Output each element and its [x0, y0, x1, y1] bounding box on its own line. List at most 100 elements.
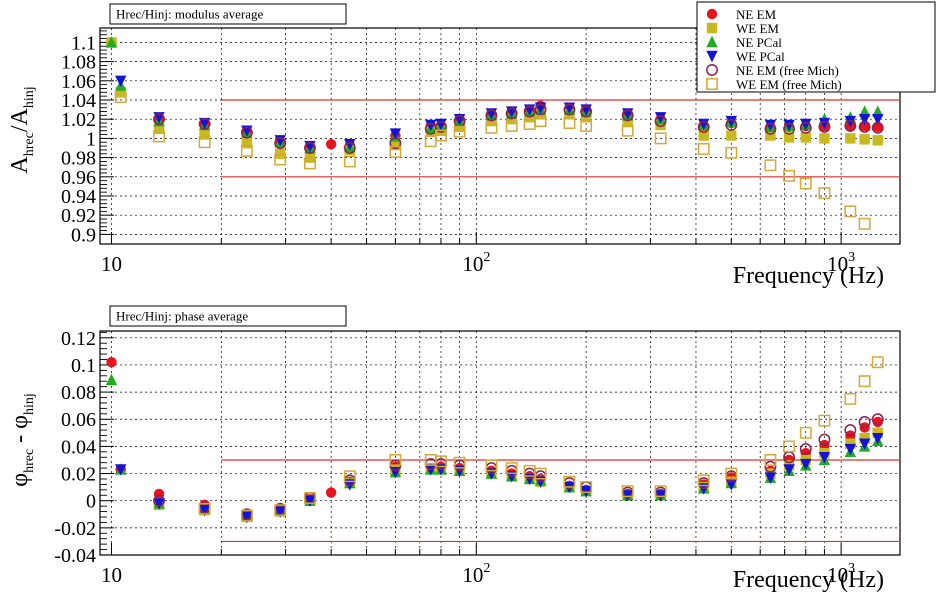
- modulus-plot-frame: [99, 27, 901, 245]
- modulus-point-we-em-free-mich: [563, 117, 576, 129]
- modulus-point-ne-em-free-mich: [435, 120, 447, 133]
- phase-point-we-pcal: [198, 505, 211, 517]
- phase-point-we-em-free-mich: [274, 504, 287, 517]
- modulus-x-axis-label: Frequency (Hz): [733, 263, 884, 289]
- modulus-point-we-em: [726, 130, 737, 141]
- phase-point-we-em-free-mich: [563, 475, 576, 488]
- modulus-point-we-em-free-mich: [389, 145, 402, 158]
- modulus-point-ne-pcal: [105, 36, 118, 48]
- modulus-point-we-em-free-mich: [725, 146, 738, 159]
- modulus-point-we-em-free-mich: [343, 155, 356, 168]
- modulus-point-ne-em-free-mich: [534, 103, 547, 116]
- phase-chart-title: Hrec/Hinj: phase average: [116, 309, 248, 324]
- modulus-point-we-pcal: [274, 135, 286, 147]
- phase-point-we-em-free-mich: [240, 509, 253, 522]
- phase-point-we-em: [845, 438, 856, 449]
- phase-point-we-pcal: [858, 438, 871, 450]
- legend-marker-we-em: [706, 22, 718, 34]
- legend-label-we-em: WE EM: [736, 21, 779, 36]
- legend-box: [696, 1, 936, 93]
- legend-marker-we-em-free-mich: [706, 78, 718, 90]
- modulus-point-we-pcal: [425, 119, 437, 132]
- modulus-point-ne-em-free-mich: [580, 105, 593, 118]
- modulus-point-we-em-free-mich: [580, 119, 593, 132]
- legend-label-ne-em-free-mich: NE EM (free Mich): [736, 63, 839, 78]
- modulus-point-ne-em-free-mich: [505, 107, 518, 120]
- modulus-x-tick-label: 10: [101, 252, 122, 276]
- phase-point-ne-em-free-mich: [799, 443, 812, 456]
- phase-point-we-em-free-mich: [485, 459, 498, 472]
- phase-point-ne-em-free-mich: [858, 416, 871, 428]
- phase-y-tick-label: 0.12: [61, 328, 96, 350]
- phase-x-tick-label: 10: [101, 563, 122, 587]
- modulus-point-we-em: [872, 135, 883, 146]
- modulus-y-tick-label: 1.06: [61, 71, 96, 93]
- phase-point-we-em-free-mich: [435, 455, 447, 468]
- modulus-point-we-em: [783, 132, 795, 143]
- x-tick-exponent: 2: [483, 561, 490, 576]
- modulus-point-ne-em-free-mich: [654, 115, 667, 128]
- modulus-point-we-em-free-mich: [621, 124, 634, 137]
- modulus-chart-title: Hrec/Hinj: modulus average: [116, 7, 264, 22]
- modulus-point-we-em-free-mich: [198, 136, 211, 149]
- modulus-point-we-em: [859, 134, 870, 145]
- modulus-point-we-pcal: [858, 114, 871, 126]
- phase-point-ne-em: [106, 357, 117, 368]
- modulus-point-we-em-free-mich: [435, 129, 447, 142]
- modulus-point-ne-em-free-mich: [389, 137, 402, 150]
- x-tick-base: 10: [827, 252, 848, 276]
- phase-y-label-phi: φ: [7, 473, 33, 487]
- modulus-point-we-pcal: [115, 75, 127, 87]
- phase-point-we-em-free-mich: [783, 440, 796, 453]
- phase-x-axis-label: Frequency (Hz): [733, 567, 884, 593]
- phase-y-tick-label: -0.02: [54, 518, 96, 540]
- modulus-point-ne-em-free-mich: [523, 105, 536, 118]
- modulus-point-we-em-free-mich: [114, 91, 127, 104]
- modulus-y-tick-label: 1.04: [61, 90, 96, 112]
- phase-point-we-pcal: [800, 458, 812, 471]
- modulus-point-we-em-free-mich: [844, 205, 857, 218]
- phase-point-we-pcal: [764, 472, 777, 484]
- phase-y-tick-label: -0.04: [54, 545, 96, 567]
- modulus-point-we-em-free-mich: [654, 132, 667, 145]
- x-tick-exponent: 3: [848, 561, 855, 576]
- modulus-point-we-em: [800, 132, 811, 143]
- legend-label-ne-em: NE EM: [736, 7, 777, 22]
- modulus-point-ne-em-free-mich: [198, 118, 211, 130]
- modulus-point-we-em-free-mich: [153, 130, 165, 143]
- modulus-point-ne-em: [872, 121, 883, 133]
- phase-point-we-em-free-mich: [198, 502, 211, 515]
- modulus-point-we-pcal: [800, 118, 812, 131]
- modulus-point-we-em: [199, 129, 210, 140]
- modulus-point-we-pcal: [764, 119, 777, 132]
- modulus-point-we-em-free-mich: [240, 144, 253, 157]
- phase-point-ne-em-free-mich: [818, 433, 831, 446]
- phase-point-we-em-free-mich: [799, 426, 812, 439]
- modulus-point-we-pcal: [198, 117, 211, 130]
- phase-point-we-em-free-mich: [621, 485, 634, 498]
- legend-label-we-em-free-mich: WE EM (free Mich): [736, 77, 842, 92]
- phase-y-axis-label: φhrec - φhinj: [7, 393, 37, 487]
- phase-point-we-em-free-mich: [697, 474, 710, 487]
- phase-y-tick-label: 0.08: [61, 382, 96, 404]
- modulus-x-tick-label: 103: [827, 250, 855, 276]
- modulus-point-ne-em-free-mich: [304, 142, 316, 154]
- modulus-point-ne-em-free-mich: [818, 120, 831, 133]
- modulus-point-ne-em-free-mich: [343, 142, 356, 154]
- modulus-point-ne-em-free-mich: [274, 137, 287, 150]
- phase-y-tick-label: 0.1: [71, 355, 96, 377]
- modulus-point-ne-em-free-mich: [153, 113, 165, 126]
- modulus-point-we-em: [698, 130, 709, 141]
- phase-point-ne-em-free-mich: [871, 413, 884, 426]
- modulus-point-we-em-free-mich: [534, 115, 547, 128]
- phase-grid: [100, 331, 900, 556]
- modulus-point-we-pcal: [725, 115, 738, 128]
- phase-y-tick-label: 0: [86, 491, 96, 513]
- modulus-y-tick-label: 0.96: [61, 167, 96, 189]
- modulus-point-ne-em-free-mich: [858, 120, 871, 133]
